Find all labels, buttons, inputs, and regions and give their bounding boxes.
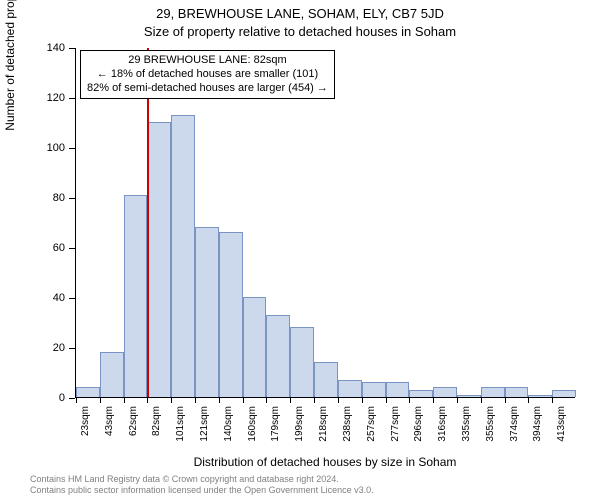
y-tick xyxy=(69,398,75,399)
histogram-bar xyxy=(171,115,195,398)
x-tick xyxy=(362,397,363,403)
y-tick-label: 60 xyxy=(0,242,65,254)
x-tick xyxy=(266,397,267,403)
x-tick xyxy=(314,397,315,403)
x-tick xyxy=(195,397,196,403)
x-tick xyxy=(386,397,387,403)
x-axis-title: Distribution of detached houses by size … xyxy=(75,455,575,469)
histogram-bar xyxy=(338,380,362,398)
x-tick xyxy=(409,397,410,403)
x-tick xyxy=(147,397,148,403)
y-tick xyxy=(69,248,75,249)
footer-text: Contains HM Land Registry data © Crown c… xyxy=(30,474,374,496)
chart-container: 29, BREWHOUSE LANE, SOHAM, ELY, CB7 5JD … xyxy=(0,0,600,500)
histogram-bar xyxy=(505,387,529,397)
chart-title-subtitle: Size of property relative to detached ho… xyxy=(0,24,600,39)
x-tick xyxy=(243,397,244,403)
x-tick xyxy=(457,397,458,403)
plot-area: 23sqm43sqm62sqm82sqm101sqm121sqm140sqm16… xyxy=(75,48,575,398)
histogram-bar xyxy=(290,327,314,397)
annotation-line3: 82% of semi-detached houses are larger (… xyxy=(87,82,328,96)
histogram-bar xyxy=(124,195,148,398)
histogram-bar xyxy=(362,382,386,397)
histogram-bar xyxy=(386,382,410,397)
histogram-bar xyxy=(433,387,457,397)
histogram-bar xyxy=(457,395,481,398)
y-tick xyxy=(69,198,75,199)
marker-vline xyxy=(147,48,149,397)
y-tick-label: 140 xyxy=(0,42,65,54)
x-tick xyxy=(171,397,172,403)
x-tick xyxy=(76,397,77,403)
y-tick xyxy=(69,298,75,299)
y-tick-label: 120 xyxy=(0,92,65,104)
annotation-line2: ← 18% of detached houses are smaller (10… xyxy=(87,68,328,82)
y-tick xyxy=(69,148,75,149)
x-tick xyxy=(505,397,506,403)
chart-title-address: 29, BREWHOUSE LANE, SOHAM, ELY, CB7 5JD xyxy=(0,6,600,21)
x-tick xyxy=(481,397,482,403)
footer-line2: Contains public sector information licen… xyxy=(30,485,374,496)
y-tick-label: 100 xyxy=(0,142,65,154)
y-tick-label: 0 xyxy=(0,392,65,404)
x-tick xyxy=(552,397,553,403)
x-tick xyxy=(338,397,339,403)
histogram-bar xyxy=(76,387,100,397)
histogram-bar xyxy=(528,395,552,398)
histogram-bar xyxy=(314,362,338,397)
y-tick xyxy=(69,48,75,49)
histogram-bar xyxy=(409,390,433,398)
x-tick xyxy=(290,397,291,403)
histogram-bar xyxy=(243,297,267,397)
x-tick xyxy=(433,397,434,403)
histogram-bar xyxy=(481,387,505,397)
footer-line1: Contains HM Land Registry data © Crown c… xyxy=(30,474,374,485)
y-tick xyxy=(69,348,75,349)
y-tick-label: 40 xyxy=(0,292,65,304)
x-tick xyxy=(219,397,220,403)
y-axis-title: Number of detached properties xyxy=(3,0,17,223)
x-tick xyxy=(528,397,529,403)
y-tick-label: 80 xyxy=(0,192,65,204)
x-tick xyxy=(124,397,125,403)
histogram-bar xyxy=(552,390,576,398)
histogram-bar xyxy=(147,122,171,397)
histogram-bar xyxy=(266,315,290,398)
annotation-line1: 29 BREWHOUSE LANE: 82sqm xyxy=(87,54,328,68)
histogram-bar xyxy=(195,227,219,397)
x-tick xyxy=(100,397,101,403)
histogram-bar xyxy=(100,352,124,397)
y-tick xyxy=(69,98,75,99)
y-tick-label: 20 xyxy=(0,342,65,354)
annotation-box: 29 BREWHOUSE LANE: 82sqm ← 18% of detach… xyxy=(80,50,335,99)
histogram-bar xyxy=(219,232,243,397)
